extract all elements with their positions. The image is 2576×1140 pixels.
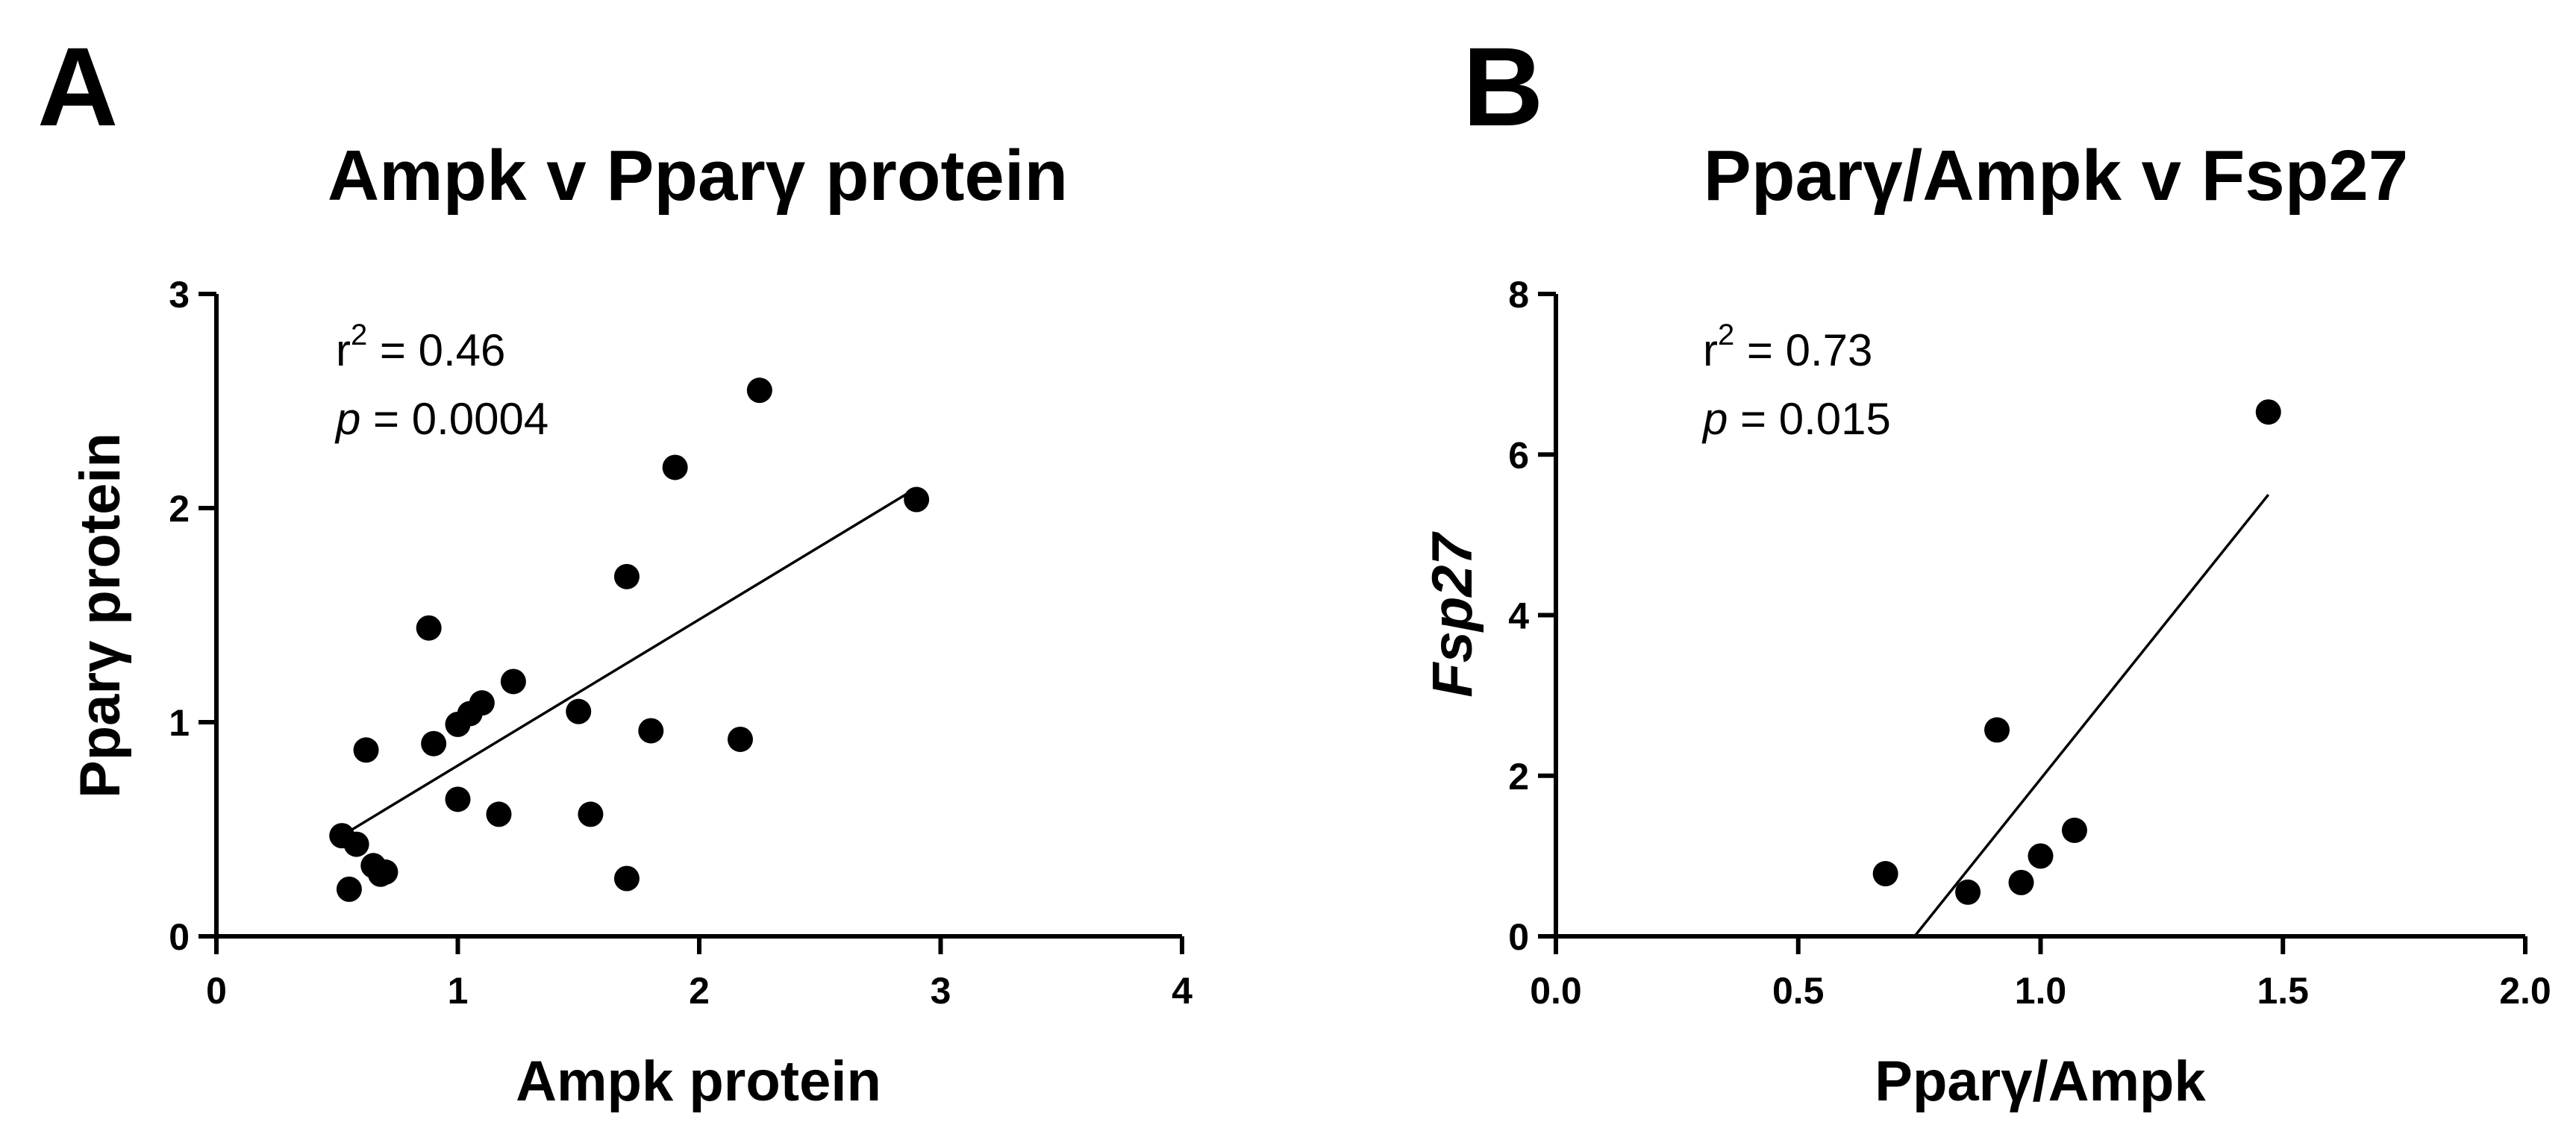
- panel-letter-b: B: [1463, 24, 1543, 149]
- regression-line-b: [1913, 493, 2270, 938]
- data-point-a: [638, 718, 664, 744]
- data-point-a: [421, 730, 447, 757]
- data-point-b: [2255, 399, 2281, 425]
- panel-b: B Pparγ/Ampk v Fsp27 0.0 0.5 1.0 1.5 2.0 0 2 4 6…: [1421, 24, 2551, 1113]
- data-point-b: [1984, 717, 2010, 743]
- data-point-a: [500, 668, 526, 695]
- data-point-a: [336, 876, 362, 902]
- data-point-a: [727, 726, 753, 752]
- chart-title-a: Ampk v Pparγ protein: [328, 136, 1068, 216]
- data-point-b: [2061, 817, 2087, 843]
- data-point-a: [566, 698, 592, 724]
- y-tick-label-b: 8: [1508, 274, 1529, 316]
- x-tick-label-b: 1.0: [2015, 970, 2067, 1012]
- data-point-b: [1872, 861, 1898, 887]
- data-point-a: [353, 737, 379, 763]
- x-tick-label-a: 4: [1172, 970, 1192, 1012]
- r-squared-a: r2 = 0.46: [336, 319, 505, 375]
- r-squared-b: r2 = 0.73: [1703, 319, 1872, 375]
- x-tick-label-a: 1: [448, 970, 469, 1012]
- plot-area-a: 0 1 2 3 4 0 1 2 3: [169, 274, 1192, 1012]
- data-point-a: [469, 690, 495, 716]
- data-point-b: [2028, 843, 2054, 869]
- y-tick-label-b: 4: [1508, 595, 1529, 637]
- data-point-b: [2008, 869, 2034, 895]
- data-point-a: [746, 378, 772, 404]
- x-tick-label-b: 0.0: [1530, 970, 1582, 1012]
- y-tick-label-a: 3: [169, 274, 190, 316]
- regression-line-a: [341, 489, 913, 837]
- data-point-a: [613, 865, 640, 892]
- y-tick-label-b: 2: [1508, 756, 1529, 798]
- y-tick-label-b: 6: [1508, 434, 1529, 476]
- data-point-a: [904, 486, 930, 513]
- y-tick-label-b: 0: [1508, 916, 1529, 958]
- x-tick-label-b: 0.5: [1772, 970, 1825, 1012]
- data-point-a: [662, 454, 688, 480]
- panel-letter-a: A: [37, 24, 118, 149]
- y-tick-label-a: 1: [169, 702, 190, 744]
- y-tick-label-a: 0: [169, 916, 190, 958]
- data-point-a: [372, 859, 398, 885]
- p-value-a: p = 0.0004: [334, 394, 548, 444]
- data-point-a: [486, 801, 512, 827]
- data-point-b: [1955, 879, 1981, 905]
- x-axis-label-a: Ampk protein: [516, 1050, 881, 1113]
- data-point-a: [613, 563, 640, 589]
- y-axis-label-b: Fsp27: [1421, 530, 1484, 697]
- y-tick-label-a: 2: [169, 488, 190, 530]
- data-point-a: [416, 615, 442, 641]
- x-tick-label-a: 2: [689, 970, 710, 1012]
- data-point-a: [343, 831, 369, 857]
- y-axis-label-a: Pparγ protein: [69, 433, 132, 798]
- x-tick-label-b: 2.0: [2499, 970, 2551, 1012]
- x-tick-label-b: 1.5: [2257, 970, 2309, 1012]
- chart-title-b: Pparγ/Ampk v Fsp27: [1704, 136, 2408, 216]
- p-value-b: p = 0.015: [1701, 394, 1891, 444]
- data-point-a: [445, 786, 471, 812]
- plot-area-b: 0.0 0.5 1.0 1.5 2.0 0 2 4 6 8: [1508, 274, 2551, 1012]
- x-axis-label-b: Pparγ/Ampk: [1875, 1050, 2206, 1113]
- x-tick-label-a: 0: [206, 970, 227, 1012]
- data-point-a: [578, 801, 604, 827]
- panel-a: A Ampk v Pparγ protein 0 1 2 3 4 0 1 2 3 r2 = 0.…: [37, 24, 1192, 1113]
- x-tick-label-a: 3: [931, 970, 951, 1012]
